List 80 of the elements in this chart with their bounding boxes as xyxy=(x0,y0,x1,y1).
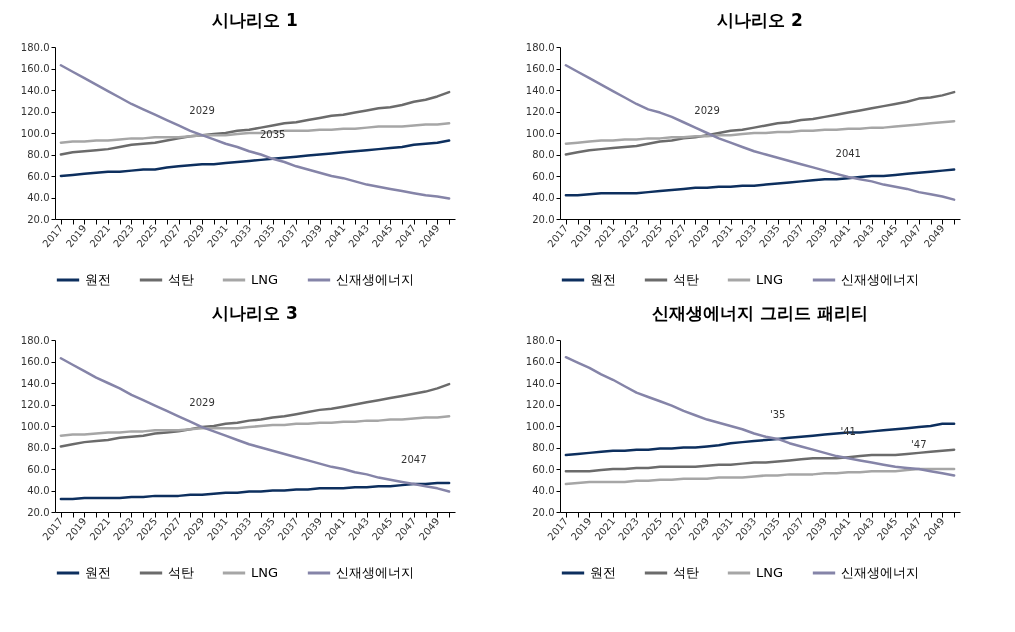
y-tick-label: 80.0 xyxy=(532,149,555,160)
y-tick-label: 40.0 xyxy=(532,485,555,496)
y-tick-label: 20.0 xyxy=(27,506,50,518)
legend-label: 석탄 xyxy=(673,272,699,287)
y-tick-label: 180.0 xyxy=(525,334,555,346)
legend-label: LNG xyxy=(756,272,784,287)
annotation: 2029 xyxy=(694,105,720,117)
y-tick-label: 80.0 xyxy=(532,442,555,453)
y-tick-label: 20.0 xyxy=(27,213,50,225)
y-tick-label: 80.0 xyxy=(27,149,50,160)
legend-label: LNG xyxy=(251,565,279,580)
legend-label: 신재생에너지 xyxy=(336,272,414,287)
line-series xyxy=(564,355,956,477)
legend-label: 원전 xyxy=(85,565,111,580)
line-series xyxy=(564,90,956,156)
chart-title: 시나리오 2 xyxy=(717,10,803,30)
line-series xyxy=(59,415,451,437)
legend-label: LNG xyxy=(756,565,784,580)
y-tick-label: 140.0 xyxy=(525,377,555,389)
annotation: 2047 xyxy=(401,454,427,466)
y-tick-label: 120.0 xyxy=(525,399,555,410)
y-tick-label: 60.0 xyxy=(532,463,555,475)
legend-label: 원전 xyxy=(590,272,616,287)
legend-label: 신재생에너지 xyxy=(336,565,414,580)
annotation: '47 xyxy=(911,439,927,450)
y-tick-label: 140.0 xyxy=(525,84,555,96)
line-series xyxy=(59,64,451,200)
legend-label: 신재생에너지 xyxy=(841,565,919,580)
y-tick-label: 180.0 xyxy=(20,334,50,346)
legend-label: 석탄 xyxy=(673,565,699,580)
line-series xyxy=(564,448,956,473)
y-tick-label: 120.0 xyxy=(20,399,50,410)
y-tick-label: 60.0 xyxy=(27,170,50,182)
legend-label: 신재생에너지 xyxy=(841,272,919,287)
y-tick-label: 160.0 xyxy=(525,356,555,367)
line-series xyxy=(59,90,451,156)
y-tick-label: 180.0 xyxy=(525,41,555,53)
legend-label: 원전 xyxy=(590,565,616,580)
legend-label: 석탄 xyxy=(168,565,194,580)
y-tick-label: 40.0 xyxy=(27,192,50,203)
annotation: 2029 xyxy=(189,397,215,409)
y-tick-label: 120.0 xyxy=(20,106,50,117)
y-tick-label: 80.0 xyxy=(27,442,50,453)
line-series xyxy=(59,357,451,493)
annotation: 2041 xyxy=(835,148,861,160)
y-tick-label: 140.0 xyxy=(20,84,50,96)
line-series xyxy=(564,119,956,145)
y-tick-label: 40.0 xyxy=(532,192,555,203)
line-series xyxy=(564,467,956,486)
line-series xyxy=(564,64,956,201)
line-series xyxy=(59,139,451,178)
y-tick-label: 100.0 xyxy=(525,127,555,139)
chart-title: 시나리오 3 xyxy=(212,303,298,323)
y-tick-label: 100.0 xyxy=(20,127,50,139)
chart-title: 신재생에너지 그리드 패리티 xyxy=(652,303,868,323)
y-tick-label: 140.0 xyxy=(20,377,50,389)
y-tick-label: 60.0 xyxy=(532,170,555,182)
annotation: 2035 xyxy=(259,128,286,140)
line-series xyxy=(564,168,956,197)
y-tick-label: 180.0 xyxy=(20,41,50,53)
y-tick-label: 160.0 xyxy=(20,63,50,74)
y-tick-label: 120.0 xyxy=(525,106,555,117)
y-tick-label: 60.0 xyxy=(27,463,50,475)
line-series xyxy=(59,382,451,448)
line-series xyxy=(564,422,956,457)
legend-label: 원전 xyxy=(85,272,111,287)
annotation: 2029 xyxy=(189,105,215,117)
chart-title: 시나리오 1 xyxy=(212,10,298,30)
legend-label: LNG xyxy=(251,272,279,287)
y-tick-label: 20.0 xyxy=(532,506,555,518)
line-series xyxy=(59,481,451,501)
y-tick-label: 40.0 xyxy=(27,485,50,496)
annotation: '35 xyxy=(769,408,786,420)
line-series xyxy=(59,122,451,144)
y-tick-label: 20.0 xyxy=(532,213,555,225)
y-tick-label: 100.0 xyxy=(20,420,50,432)
y-tick-label: 100.0 xyxy=(525,420,555,432)
y-tick-label: 160.0 xyxy=(20,356,50,367)
y-tick-label: 160.0 xyxy=(525,63,555,74)
legend-label: 석탄 xyxy=(168,272,194,287)
